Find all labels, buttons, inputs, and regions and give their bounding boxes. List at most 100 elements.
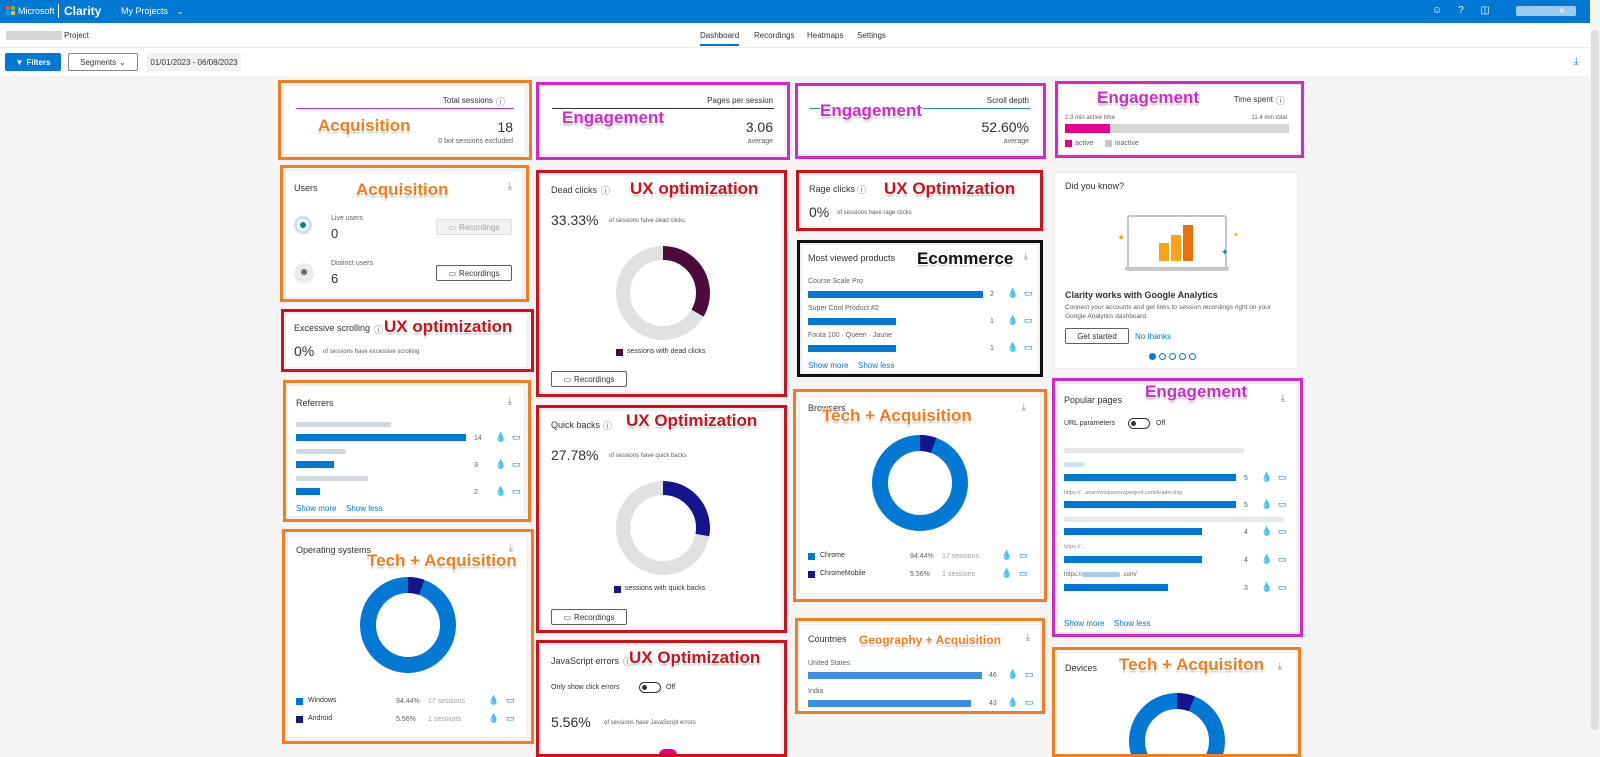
document-icon[interactable]: ◫ — [1480, 5, 1490, 16]
video-icon[interactable]: ▭ — [1278, 472, 1287, 482]
carousel-dot[interactable] — [1189, 353, 1196, 360]
video-icon[interactable]: ▭ — [1278, 554, 1287, 564]
carousel-dots[interactable] — [1149, 353, 1199, 360]
video-icon[interactable]: ▭ — [506, 695, 515, 705]
video-icon[interactable]: ▭ — [1024, 288, 1033, 298]
no-thanks-link[interactable]: No thanks — [1135, 332, 1172, 341]
annotation-ux-optimization: UX Optimization — [884, 179, 1016, 198]
heatmap-icon[interactable]: 💧 — [1261, 554, 1273, 564]
download-icon[interactable]: ⤓ — [1277, 661, 1282, 672]
show-less-link[interactable]: Show less — [858, 361, 895, 370]
get-started-button[interactable]: Get started — [1065, 328, 1129, 344]
tab-heatmaps[interactable]: Heatmaps — [807, 31, 844, 40]
download-icon[interactable]: ⤓ — [1021, 402, 1026, 413]
page-url[interactable]: https://... — [1064, 544, 1086, 550]
heatmap-icon[interactable]: 💧 — [1261, 499, 1273, 509]
heatmap-icon[interactable]: 💧 — [1001, 568, 1013, 578]
download-icon[interactable]: ⤓ — [1025, 632, 1030, 643]
video-icon[interactable]: ▭ — [506, 713, 515, 723]
video-icon[interactable]: ▭ — [1024, 342, 1033, 352]
info-icon[interactable]: ⓘ — [857, 185, 867, 195]
my-projects-menu[interactable]: My Projects ⌄ — [121, 6, 184, 17]
video-icon[interactable]: ▭ — [1019, 550, 1028, 560]
show-less-link[interactable]: Show less — [1114, 619, 1151, 628]
video-icon[interactable]: ▭ — [1025, 669, 1034, 679]
did-you-know-body: Connect your accounts and get links to s… — [1065, 304, 1271, 320]
heatmap-icon[interactable]: 💧 — [1007, 342, 1019, 352]
segments-dropdown[interactable]: Segments ⌄ — [68, 53, 138, 71]
info-icon[interactable]: ⓘ — [623, 657, 633, 667]
brand-clarity[interactable]: Clarity — [64, 4, 102, 18]
filters-button[interactable]: ▼ Filters — [5, 53, 61, 71]
heatmap-icon[interactable]: 💧 — [1007, 315, 1019, 325]
android-swatch — [296, 716, 303, 723]
heatmap-icon[interactable]: 💧 — [1261, 526, 1273, 536]
bot-sessions-note: 0 bot sessions excluded — [438, 138, 513, 145]
product-bar — [808, 291, 983, 298]
download-icon[interactable]: ⤓ — [1023, 251, 1028, 262]
show-more-link[interactable]: Show more — [296, 504, 337, 513]
info-icon[interactable]: ⓘ — [374, 325, 384, 335]
heatmap-icon[interactable]: 💧 — [1001, 550, 1013, 560]
js-errors-donut-partial — [659, 749, 677, 755]
heatmap-icon[interactable]: 💧 — [1007, 288, 1019, 298]
tab-settings[interactable]: Settings — [857, 31, 886, 40]
video-icon[interactable]: ▭ — [1024, 315, 1033, 325]
video-icon[interactable]: ▭ — [512, 432, 521, 442]
video-icon[interactable]: ▭ — [512, 459, 521, 469]
help-icon[interactable]: ? — [1458, 5, 1464, 16]
download-icon[interactable]: ⤓ — [508, 543, 513, 554]
video-icon[interactable]: ▭ — [1019, 568, 1028, 578]
info-icon[interactable]: ⓘ — [495, 97, 505, 107]
live-recordings-button[interactable]: ▭ Recordings — [436, 219, 512, 235]
download-icon[interactable]: ⤓ — [1280, 393, 1285, 404]
heatmap-icon[interactable]: 💧 — [495, 432, 507, 442]
heatmap-icon[interactable]: 💧 — [1007, 697, 1019, 707]
download-icon[interactable]: ⤓ — [1574, 56, 1579, 67]
carousel-dot[interactable] — [1179, 353, 1186, 360]
heatmap-icon[interactable]: 💧 — [488, 695, 500, 705]
annotation-ecommerce: Ecommerce — [917, 249, 1014, 268]
heatmap-icon[interactable]: 💧 — [1007, 669, 1019, 679]
carousel-dot[interactable] — [1159, 353, 1166, 360]
date-range-picker[interactable]: 01/01/2023 - 06/08/2023 — [147, 53, 241, 71]
video-icon[interactable]: ▭ — [1278, 582, 1287, 592]
show-more-link[interactable]: Show more — [1064, 619, 1105, 628]
video-icon[interactable]: ▭ — [1278, 526, 1287, 536]
dead-clicks-recordings-button[interactable]: ▭ Recordings — [551, 371, 627, 387]
smiley-icon[interactable]: ☺ — [1431, 5, 1443, 16]
scroll-depth-title: Scroll depth — [986, 96, 1029, 105]
url-parameters-state: Off — [1156, 420, 1166, 427]
video-icon[interactable]: ▭ — [512, 486, 521, 496]
download-icon[interactable]: ⤓ — [507, 181, 512, 192]
page-scrollbar-thumb[interactable] — [1591, 30, 1599, 730]
referrer-url-redacted — [296, 476, 368, 481]
segments-label: Segments — [80, 57, 117, 67]
info-icon[interactable]: ⓘ — [1275, 96, 1285, 106]
video-icon[interactable]: ▭ — [1025, 697, 1034, 707]
click-errors-toggle[interactable] — [639, 682, 661, 693]
carousel-dot[interactable] — [1169, 353, 1176, 360]
page-url[interactable]: https://co — [1064, 572, 1089, 578]
url-parameters-toggle[interactable] — [1128, 418, 1150, 429]
page-url[interactable]: https://...anarovmipaonvapiegmit.com/lea… — [1064, 490, 1183, 496]
user-account[interactable] — [1516, 6, 1576, 16]
video-icon[interactable]: ▭ — [1278, 499, 1287, 509]
tab-recordings[interactable]: Recordings — [754, 31, 795, 40]
heatmap-icon[interactable]: 💧 — [495, 459, 507, 469]
info-icon[interactable]: ⓘ — [601, 186, 611, 196]
show-less-link[interactable]: Show less — [346, 504, 383, 513]
js-errors-value: 5.56% — [551, 714, 591, 730]
tab-dashboard[interactable]: Dashboard — [700, 31, 740, 46]
heatmap-icon[interactable]: 💧 — [495, 486, 507, 496]
show-more-link[interactable]: Show more — [808, 361, 849, 370]
carousel-dot[interactable] — [1149, 353, 1156, 360]
rage-clicks-title: Rage clicks — [809, 184, 856, 194]
heatmap-icon[interactable]: 💧 — [488, 713, 500, 723]
heatmap-icon[interactable]: 💧 — [1261, 472, 1273, 482]
quick-backs-recordings-button[interactable]: ▭ Recordings — [551, 609, 627, 625]
heatmap-icon[interactable]: 💧 — [1261, 582, 1273, 592]
distinct-recordings-button[interactable]: ▭ Recordings — [436, 265, 512, 281]
download-icon[interactable]: ⤓ — [507, 396, 512, 407]
info-icon[interactable]: ⓘ — [603, 421, 613, 431]
